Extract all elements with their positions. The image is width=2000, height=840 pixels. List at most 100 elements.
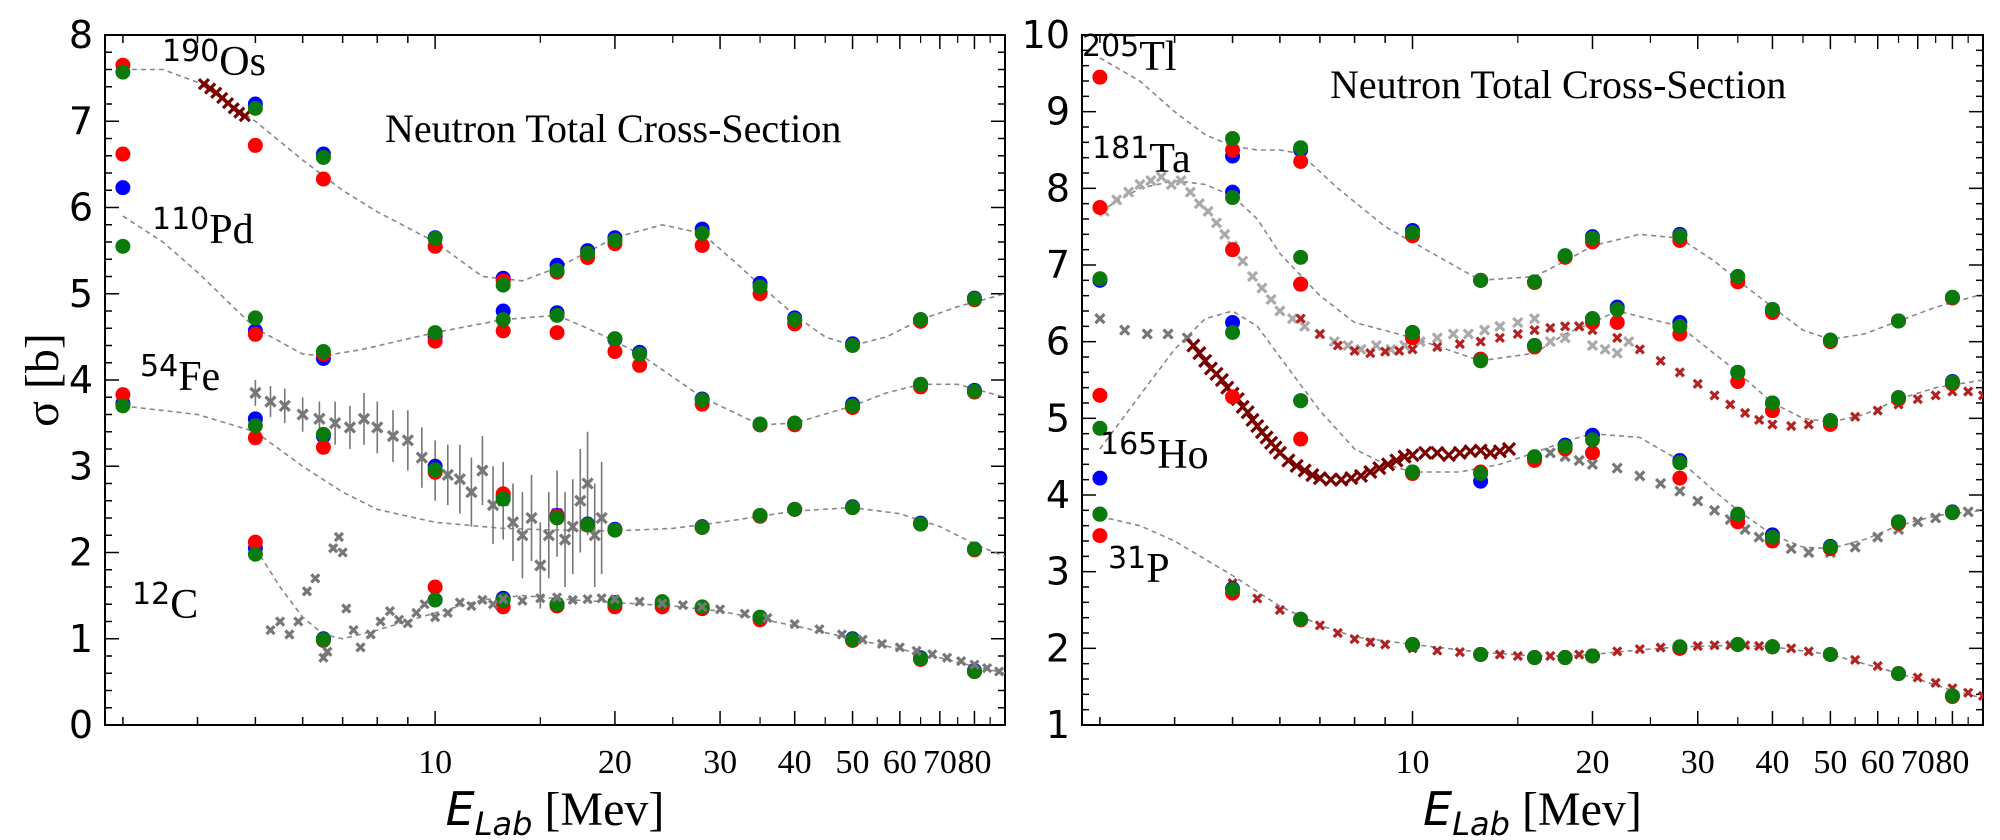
nuclide-p-exp-point [1753,640,1765,652]
nuclide-ta-exp-point [1623,336,1635,348]
nuclide-ho-exp-point [1312,471,1328,486]
nuclide-ta-exp-point [1930,390,1941,401]
nuclide-os-point-green [966,291,982,307]
nuclide-p-point-green [1730,637,1746,652]
nuclide-os-point-green [115,64,131,80]
nuclide-c-exp-point [284,629,295,640]
plot-frame [1081,34,1984,726]
nuclide-ta-exp-point [1246,270,1259,283]
nuclide-pd-point-green [966,383,982,399]
nuclide-c-exp-point [341,603,352,614]
nuclide-c-exp-point [411,607,422,619]
nuclide-ho-mass: 165 [1100,427,1157,462]
y-tick-label: 3 [69,444,93,488]
nuclide-c-exp-point [941,652,953,663]
nuclide-ta-mass: 181 [1092,131,1149,166]
nuclide-fe-exp-point [581,477,594,490]
nuclide-ho-point-green [1092,420,1108,436]
nuclide-c-exp-point [274,616,286,627]
nuclide-ta-exp-point [1431,332,1443,344]
nuclide-c-point-green [845,632,861,648]
nuclide-p-point-red [1092,528,1108,544]
nuclide-os-point-green [247,100,263,116]
nuclide-ta-exp-point [1512,316,1524,329]
y-tick-label: 8 [1046,166,1070,210]
data-layer [115,57,1005,680]
nuclide-pd-point-green [913,376,929,392]
nuclide-ta-exp-point [1739,407,1751,419]
x-tick-label: 70 [1901,744,1935,781]
nuclide-fe-point-green [845,500,861,516]
nuclide-c-exp-point [609,593,621,605]
nuclide-fe-exp-point [357,412,371,425]
nuclide-ta-point-green [1730,364,1746,380]
nuclide-ho-symbol: Ho [1157,432,1208,478]
nuclide-ta-exp-point [1634,344,1645,355]
nuclide-p-point-green [1764,639,1780,655]
nuclide-c-exp-point [677,599,689,611]
nuclide-tl-symbol: Tl [1139,34,1176,80]
nuclide-c-exp-point [714,604,726,615]
nuclide-pd-point-red [607,344,623,360]
nuclide-fe-symbol: Fe [178,354,220,400]
nuclide-ta-exp-point [1447,328,1459,340]
nuclide-ta-exp-point [1295,313,1306,324]
nuclide-fe-point-green [694,519,710,535]
nuclide-ho-point-green [1584,432,1600,448]
nuclide-ta-point-green [1609,301,1625,317]
nuclide-c-exp-point [927,649,938,660]
nuclide-ho-exp-point [1452,445,1467,460]
nuclide-pd-point-green [247,310,263,326]
nuclide-p-mass: 31 [1108,541,1146,576]
nuclide-os-point-green [913,312,929,328]
nuclide-ta-exp-point [1545,322,1556,333]
nuclide-c-exp-point [697,601,708,612]
nuclide-c-point-green [427,592,443,608]
nuclide-fe-exp-point [415,451,428,464]
nuclide-fe-exp-point [558,533,572,546]
nuclide-fe-point-green [315,426,331,442]
nuclide-c-exp-point [551,592,563,603]
nuclide-c-exp-point [535,593,546,604]
nuclide-c-exp-point [657,598,668,609]
nuclide-c-exp-point [375,616,386,627]
y-tick-label: 3 [1046,550,1070,594]
y-tick-label: 1 [69,617,93,661]
nuclide-fe-exp-point [386,429,400,443]
nuclide-p-exp-point [1512,650,1523,662]
nuclide-pd-point-green [115,238,131,254]
nuclide-p-exp-point [1314,620,1326,631]
nuclide-ta-exp-point [1349,345,1360,356]
nuclide-p-point-green [1473,646,1489,662]
nuclide-p-exp-point [1655,642,1666,653]
nuclide-c-mass: 12 [132,577,170,612]
nuclide-tl-point-green [1473,272,1489,288]
nuclide-ta-point-green [1225,190,1241,206]
nuclide-os-label: 190Os [162,34,266,85]
y-axis-title: σ [b] [16,333,69,427]
nuclide-pd-point-blue [115,180,131,196]
nuclide-tl-point-green [1822,332,1838,348]
x-axis-subscript: Lab [1452,805,1510,840]
nuclide-os-point-green [845,338,861,353]
nuclide-c-exp-point [739,608,750,619]
nuclide-ta-point-red [1225,242,1241,258]
nuclide-fe-exp-point [476,464,489,477]
nuclide-c-point-red [427,579,443,595]
nuclide-os-point-green [427,231,443,247]
nuclide-p-point-green [1527,650,1543,666]
nuclide-p-exp-point [1930,677,1941,688]
nuclide-fe-exp-point [595,511,608,525]
nuclide-tl-point-red [1293,154,1309,169]
nuclide-p-exp-point [1252,593,1263,604]
nuclide-ho-point-green [1225,324,1241,340]
nuclide-ho-point-green [1944,505,1960,521]
nuclide-ta-exp-point [1407,344,1418,355]
nuclide-pd-point-red [115,146,131,162]
nuclide-pd-point-green [495,312,511,328]
nuclide-c-exp-point [328,543,339,554]
nuclide-pd-curve [122,215,1005,426]
